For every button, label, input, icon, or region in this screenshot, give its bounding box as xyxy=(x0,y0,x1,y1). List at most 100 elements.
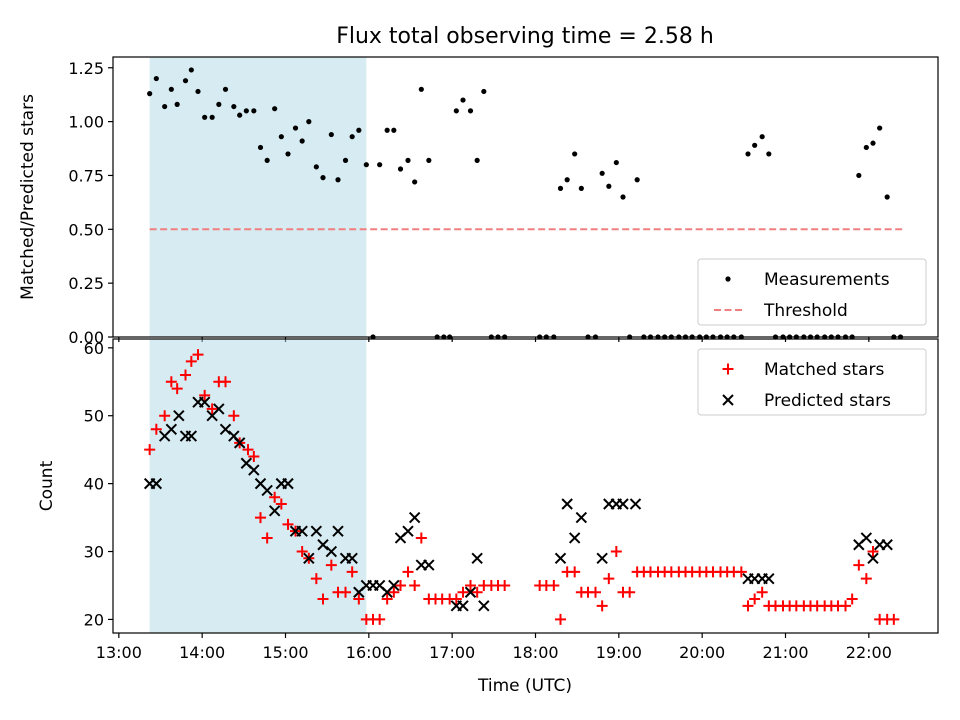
predicted-stars-point xyxy=(310,525,323,537)
measurement-point xyxy=(313,164,319,170)
measurement-point xyxy=(349,134,355,140)
predicted-stars-point xyxy=(173,410,185,422)
predicted-stars-point xyxy=(165,423,178,436)
matched-stars-point xyxy=(374,613,386,625)
measurement-point xyxy=(202,114,208,120)
measurement-point xyxy=(397,166,404,172)
x-tick-label: 19:00 xyxy=(596,643,642,662)
x-tick-label: 18:00 xyxy=(512,643,558,662)
measurement-point xyxy=(299,138,305,144)
predicted-stars-point xyxy=(561,498,573,510)
measurement-point xyxy=(257,144,264,151)
matched-stars-point xyxy=(310,573,322,585)
measurement-point xyxy=(426,157,432,163)
matched-stars-point xyxy=(242,444,254,456)
measurement-point xyxy=(877,125,883,131)
matched-stars-point xyxy=(165,376,177,388)
count-panel: 13:00 14:00 15:00 16:00 17:00 18:00 19:00 20:00… xyxy=(37,338,939,662)
measurement-point xyxy=(342,157,349,163)
matched-stars-point xyxy=(569,566,581,578)
x-tick-label: 21:00 xyxy=(762,643,808,662)
matched-stars-point xyxy=(888,613,900,625)
predicted-stars-point xyxy=(268,505,281,517)
x-tick-label: 17:00 xyxy=(429,643,475,662)
measurement-point xyxy=(870,140,876,146)
matched-stars-point xyxy=(150,423,162,435)
matched-stars-point xyxy=(180,369,191,381)
measurement-point xyxy=(599,170,605,176)
measurement-point xyxy=(613,159,619,166)
matched-stars-point xyxy=(499,579,511,591)
measurement-point xyxy=(306,119,312,125)
predicted-stars-point xyxy=(402,525,414,537)
predicted-stars-point xyxy=(317,539,329,551)
measurement-point xyxy=(243,108,249,114)
predicted-stars-point xyxy=(303,552,315,565)
predicted-stars-point xyxy=(629,498,642,510)
predicted-stars-point xyxy=(296,525,308,537)
measurement-point xyxy=(188,67,194,73)
y-tick-label: 50 xyxy=(84,407,104,426)
x-tick-label: 16:00 xyxy=(346,643,392,662)
measurement-point xyxy=(153,75,159,82)
measurement-point xyxy=(856,172,862,179)
y-tick-label: 1.00 xyxy=(68,113,104,132)
matched-stars-point xyxy=(596,600,608,612)
matched-stars-point xyxy=(555,613,566,625)
measurement-point xyxy=(606,183,612,189)
measurement-point xyxy=(174,101,180,107)
matched-stars-point xyxy=(381,593,393,605)
predicted-stars-point xyxy=(325,545,338,558)
measurement-point xyxy=(453,108,459,114)
measurement-point xyxy=(863,144,869,151)
predicted-stars-point xyxy=(346,552,358,565)
predicted-stars-point xyxy=(388,579,400,592)
matched-stars-point xyxy=(548,579,560,591)
measurement-point xyxy=(634,177,640,183)
x-tick-label: 20:00 xyxy=(679,643,725,662)
predicted-stars-point xyxy=(617,498,629,510)
measurement-point xyxy=(384,127,390,133)
ratio-legend: Measurements Threshold xyxy=(697,258,927,326)
matched-stars-point xyxy=(346,566,358,578)
predicted-stars-point xyxy=(464,586,477,598)
predicted-stars-point xyxy=(478,600,490,612)
matched-stars-point xyxy=(185,355,197,367)
legend-box xyxy=(697,258,927,326)
matched-stars-point xyxy=(402,566,414,578)
measurement-point xyxy=(377,162,383,168)
legend-marker xyxy=(722,394,734,406)
predicted-stars-point xyxy=(150,477,163,490)
predicted-stars-point xyxy=(185,430,198,442)
matched-stars-point xyxy=(756,586,768,598)
y-tick-label: 0.00 xyxy=(68,328,104,347)
y-tick-label: 60 xyxy=(84,339,104,358)
y-tick-label: 0.75 xyxy=(68,166,104,185)
matched-stars-point xyxy=(340,586,351,598)
measurement-point xyxy=(231,103,237,110)
x-tick-label: 15:00 xyxy=(262,643,308,662)
matched-stars-point xyxy=(603,573,615,585)
ratio-panel-frame xyxy=(112,56,939,338)
matched-stars-point xyxy=(159,410,171,422)
matched-stars-point xyxy=(317,593,329,605)
matched-stars-point xyxy=(171,383,183,395)
matched-stars-point xyxy=(282,518,294,530)
measurement-point xyxy=(620,194,626,200)
matched-stars-point xyxy=(388,586,400,598)
measurement-point xyxy=(320,175,326,181)
predicted-stars-point xyxy=(860,532,873,544)
measurement-point xyxy=(745,151,751,157)
measurement-point xyxy=(162,103,168,110)
measurement-point xyxy=(292,125,299,131)
measurement-point xyxy=(752,142,758,148)
measurement-point xyxy=(147,91,153,97)
matched-stars-point xyxy=(867,546,879,558)
matched-stars-point xyxy=(395,579,406,591)
ratio-panel: 0.00 0.25 0.50 0.75 1.00 1.25 Matched/Predict… xyxy=(18,56,939,347)
matched-stars-point xyxy=(261,532,273,544)
measurement-point xyxy=(557,185,564,191)
measurement-point xyxy=(168,86,174,92)
measurement-point xyxy=(285,151,291,157)
matched-stars-point xyxy=(228,410,240,422)
